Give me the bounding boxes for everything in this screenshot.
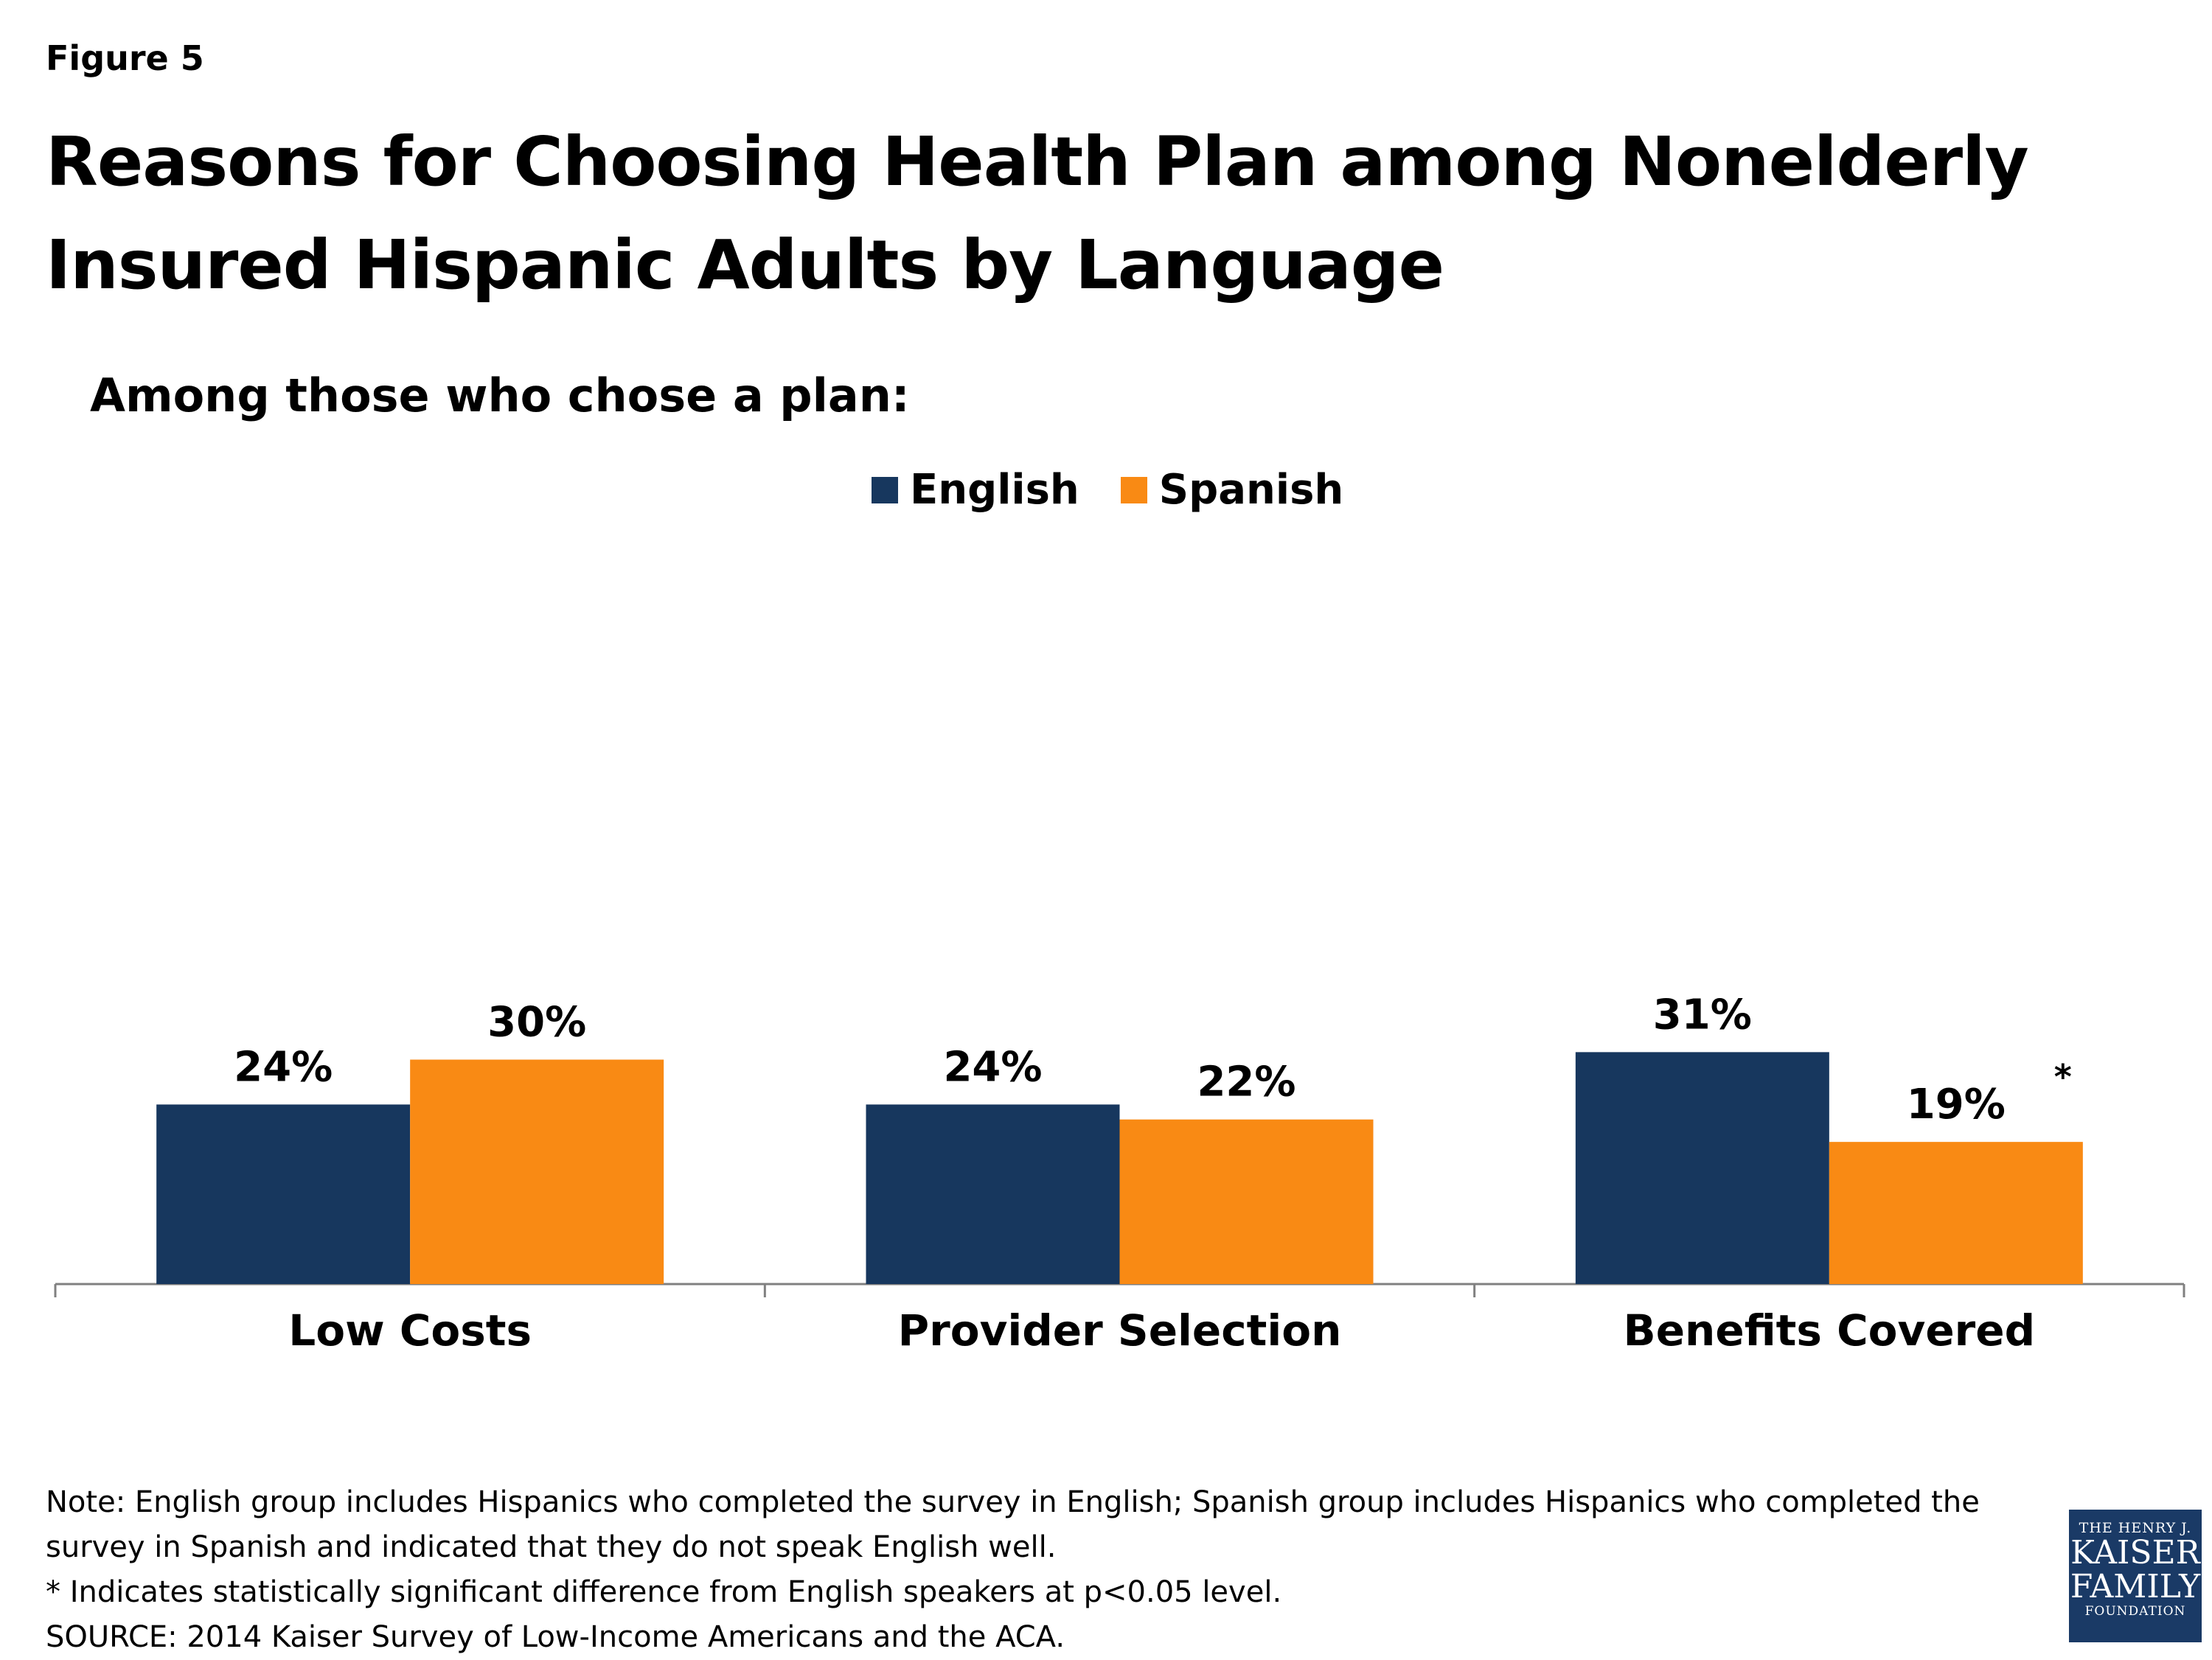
bar-benefits-covered-english	[1575, 1052, 1829, 1284]
category-label-provider-selection: Provider Selection	[898, 1305, 1342, 1356]
category-label-benefits-covered: Benefits Covered	[1624, 1305, 2036, 1356]
legend-item-spanish: Spanish	[1120, 466, 1344, 514]
chart-notes: Note: English group includes Hispanics w…	[46, 1480, 2037, 1660]
note-line-4: SOURCE: 2014 Kaiser Survey of Low-Income…	[46, 1620, 1065, 1654]
data-label-provider-selection-spanish: 22%	[1197, 1059, 1295, 1106]
legend-label-english: English	[910, 466, 1079, 514]
kff-logo: THE HENRY J. KAISER FAMILY FOUNDATION	[2069, 1510, 2202, 1642]
legend-label-spanish: Spanish	[1158, 466, 1344, 514]
note-line-3: * Indicates statistically significant di…	[46, 1575, 1282, 1609]
data-label-low-costs-spanish: 30%	[487, 999, 586, 1047]
category-label-low-costs: Low Costs	[288, 1305, 532, 1356]
bar-provider-selection-spanish	[1119, 1119, 1374, 1284]
note-line-2: survey in Spanish and indicated that the…	[46, 1530, 1057, 1564]
bar-low-costs-spanish	[410, 1059, 664, 1284]
data-label-benefits-covered-english: 31%	[1653, 991, 1752, 1039]
data-label-provider-selection-english: 24%	[943, 1043, 1042, 1091]
figure-label: Figure 5	[46, 38, 204, 78]
bar-low-costs-english	[156, 1104, 411, 1284]
legend-item-english: English	[872, 466, 1079, 514]
chart-title: Reasons for Choosing Health Plan among N…	[46, 122, 2029, 304]
chart-subtitle: Among those who chose a plan:	[90, 369, 910, 422]
data-label-low-costs-english: 24%	[234, 1043, 333, 1091]
data-label-benefits-covered-spanish: 19%	[1907, 1081, 2006, 1129]
bar-provider-selection-english	[866, 1104, 1120, 1284]
legend-swatch-english	[872, 476, 898, 503]
significance-marker: *	[2054, 1057, 2072, 1097]
chart-legend: English Spanish	[872, 466, 1385, 514]
note-line-1: Note: English group includes Hispanics w…	[46, 1485, 1980, 1519]
bar-benefits-covered-spanish	[1829, 1142, 2083, 1284]
legend-swatch-spanish	[1120, 476, 1147, 503]
